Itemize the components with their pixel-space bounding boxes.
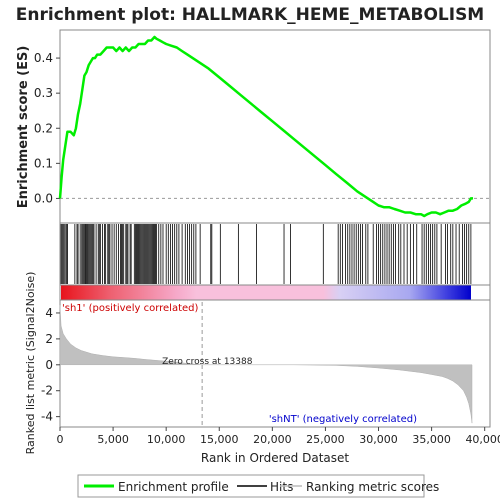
metric-y-tick-label: 4: [45, 306, 53, 320]
x-tick-label: 20,000: [253, 433, 292, 446]
es-y-tick-label: 0.4: [34, 51, 53, 65]
hits-area: [59, 222, 491, 286]
es-panel: 0.0 0.1 0.2 0.3 0.4 Enrichment score (ES): [16, 29, 491, 224]
metric-y-tick-label: 2: [45, 332, 53, 346]
legend-label-ranking: Ranking metric scores: [306, 480, 439, 494]
chart-title: Enrichment plot: HALLMARK_HEME_METABOLIS…: [16, 5, 484, 25]
metric-y-tick-label: -4: [41, 410, 53, 424]
es-y-tick-label: 0.2: [34, 121, 53, 135]
x-tick-label: 25,000: [306, 433, 345, 446]
x-tick-label: 35,000: [412, 433, 451, 446]
es-y-tick-label: 0.3: [34, 86, 53, 100]
positive-correlation-label: 'sh1' (positively correlated): [62, 303, 199, 314]
x-tick-label: 30,000: [359, 433, 398, 446]
x-axis-ticks: 0 5,000 10,000 15,000 20,000 25,000 30,000 35,0…: [57, 427, 500, 446]
legend-label-enrichment: Enrichment profile: [118, 480, 229, 494]
zero-cross-label: Zero cross at 13388: [162, 357, 253, 367]
hits-lines: [60, 224, 472, 284]
es-y-ticks: 0.0 0.1 0.2 0.3 0.4: [34, 51, 60, 205]
x-tick-label: 5,000: [97, 433, 129, 446]
x-axis-label: Rank in Ordered Dataset: [201, 451, 349, 465]
ranking-gradient-bar: [59, 284, 491, 301]
es-y-tick-label: 0.0: [34, 191, 53, 205]
legend: Enrichment profile Hits Ranking metric s…: [77, 474, 439, 498]
es-plot-area: [59, 29, 491, 224]
hits-panel: [59, 222, 491, 286]
ranking-metric-scores: [59, 305, 473, 424]
enrichment-profile-series: [58, 35, 473, 218]
x-tick-label: 10,000: [147, 433, 186, 446]
x-tick-label: 15,000: [200, 433, 239, 446]
ranking-metric-area: [59, 305, 473, 424]
metric-y-ticks: -4 -2 0 2 4: [41, 306, 60, 424]
enrichment-profile-line: [58, 35, 473, 218]
es-y-axis-label: Enrichment score (ES): [16, 46, 31, 209]
x-tick-label: 40,000: [465, 433, 500, 446]
es-y-tick-label: 0.1: [34, 156, 53, 170]
metric-y-tick-label: -2: [41, 384, 53, 398]
metric-y-axis-label: Ranked list metric (Signal2Noise): [24, 272, 37, 455]
metric-panel: -4 -2 0 2 4 Zero cross at 13388 'sh1' (posit…: [24, 272, 491, 455]
negative-correlation-label: 'shNT' (negatively correlated): [269, 414, 417, 425]
gradient-strip: [61, 285, 471, 300]
x-tick-label: 0: [57, 433, 64, 446]
legend-label-hits: Hits: [270, 480, 293, 494]
metric-y-tick-label: 0: [45, 358, 53, 372]
metric-plot-area: [59, 299, 491, 428]
